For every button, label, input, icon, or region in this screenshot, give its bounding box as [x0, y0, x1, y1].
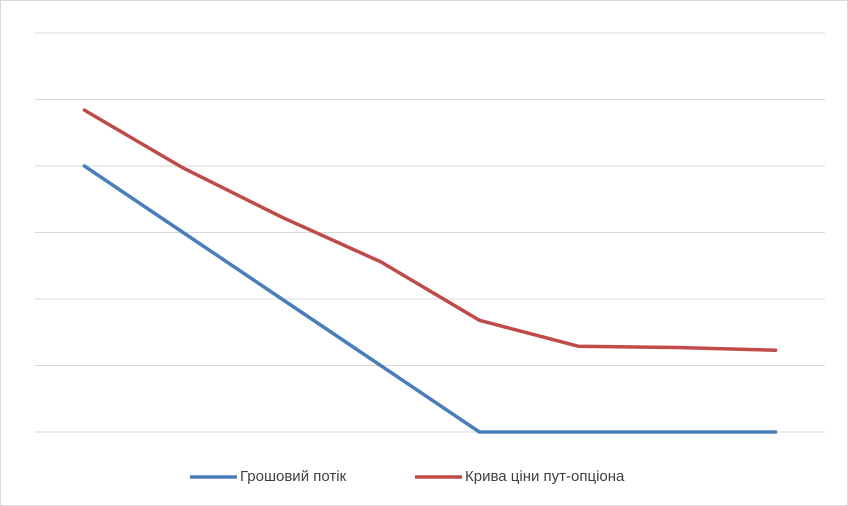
series-line	[82, 164, 778, 434]
series-line	[82, 108, 778, 352]
legend-label: Грошовий потік	[240, 468, 347, 485]
legend-label: Крива ціни пут-опціона	[465, 468, 625, 485]
